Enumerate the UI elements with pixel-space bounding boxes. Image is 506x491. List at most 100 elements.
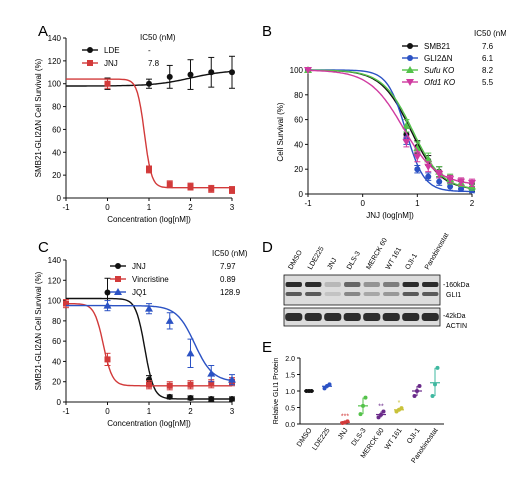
y-tick-label: 80 — [52, 317, 61, 326]
y-axis-title: Cell Survival (%) — [276, 102, 285, 161]
x-tick-label: 0 — [360, 199, 365, 208]
data-point — [415, 389, 419, 393]
y-tick-label: 20 — [52, 378, 61, 387]
blot-band-actin — [285, 313, 303, 321]
data-point — [229, 187, 235, 193]
data-point — [446, 176, 455, 184]
blot-lane-label: OJI-1 — [404, 253, 419, 271]
x-tick-label: 0 — [105, 407, 110, 416]
blot-band-gli1-lower — [402, 292, 419, 296]
data-point — [103, 301, 112, 309]
fit-curve — [66, 302, 232, 387]
x-tick-label: LDE225 — [311, 427, 331, 452]
legend-label: JNJ — [104, 59, 118, 68]
x-tick-label: DMSO — [296, 427, 314, 449]
blot-band-actin — [421, 313, 439, 321]
x-tick-label: JNJ — [337, 427, 350, 441]
legend-ic50: 128.9 — [220, 288, 241, 297]
y-axis-title: Relative GLI1 Protein — [273, 358, 280, 425]
data-point — [468, 179, 476, 187]
x-axis-title: Concentration (log[nM]) — [107, 215, 191, 224]
y-tick-label: 0 — [299, 190, 304, 199]
legend-marker — [407, 43, 413, 49]
y-tick-label: 140 — [48, 34, 62, 43]
x-tick-label: -1 — [62, 407, 70, 416]
y-tick-label: 80 — [52, 103, 61, 112]
y-tick-label: 2.0 — [285, 356, 295, 363]
data-point — [165, 316, 174, 324]
blot-band-gli1 — [305, 282, 322, 287]
significance-mark: ** — [378, 403, 384, 410]
x-tick-label: -1 — [62, 203, 70, 212]
data-point — [166, 382, 173, 389]
data-point — [145, 304, 153, 312]
data-point — [399, 406, 404, 411]
data-point — [207, 369, 216, 377]
x-tick-label: 1 — [147, 203, 152, 212]
y-tick-label: 0 — [57, 398, 62, 407]
blot-band-gli1-lower — [344, 292, 361, 296]
legend-ic50: 8.2 — [482, 66, 494, 75]
legend-marker — [115, 276, 121, 282]
legend-header: IC50 (nM) — [140, 33, 176, 42]
data-point — [187, 394, 194, 401]
data-point — [63, 300, 69, 307]
x-tick-label: 3 — [230, 407, 235, 416]
data-point — [425, 173, 432, 180]
blot-band-actin — [363, 313, 381, 321]
x-axis-title: JNJ (log[nM]) — [366, 211, 414, 220]
data-point — [361, 403, 365, 408]
data-point — [413, 153, 422, 161]
y-tick-label: 120 — [48, 57, 62, 66]
legend-ic50: 7.8 — [148, 59, 160, 68]
x-tick-label: 1 — [415, 199, 420, 208]
data-point — [412, 393, 417, 398]
x-axis-title: Concentration (log[nM]) — [107, 419, 191, 428]
legend-marker — [87, 47, 93, 53]
significance-mark: * — [398, 400, 401, 407]
data-point — [166, 73, 173, 80]
blot-band-actin — [324, 313, 342, 321]
data-point — [104, 356, 111, 363]
legend-label: LDE — [104, 46, 120, 55]
blot-lane-label: Panobinostat — [424, 232, 451, 271]
blot-band-gli1-lower — [363, 292, 380, 296]
data-point — [146, 166, 152, 173]
data-point — [104, 289, 111, 296]
x-tick-label: -1 — [304, 199, 312, 208]
legend-ic50: 7.6 — [482, 42, 494, 51]
blot-lane-label: WT 161 — [385, 246, 403, 271]
legend-ic50: 0.89 — [220, 275, 236, 284]
blot-gli1-membrane — [283, 274, 441, 306]
y-tick-label: 1.5 — [285, 373, 295, 380]
blot-band-gli1 — [383, 282, 400, 287]
panel-label-c: C — [38, 239, 49, 256]
legend-marker — [87, 60, 93, 66]
data-point — [187, 381, 194, 388]
y-axis-title: SMB21-GLI2ΔN Cell Survival (%) — [34, 271, 43, 390]
data-point — [436, 178, 443, 185]
y-tick-label: 20 — [52, 171, 61, 180]
data-point — [376, 415, 381, 420]
blot-lane-label: DMSO — [287, 249, 304, 271]
legend-header: IC50 (nM) — [474, 29, 506, 38]
y-tick-label: 60 — [52, 125, 61, 134]
blot-actin-membrane — [283, 307, 441, 327]
legend-marker — [407, 55, 413, 61]
legend-label: Sufu KO — [424, 66, 454, 75]
data-point — [229, 69, 235, 76]
data-point — [458, 186, 465, 193]
data-point — [430, 393, 435, 398]
legend-header: IC50 (nM) — [212, 249, 248, 258]
significance-mark: *** — [341, 413, 349, 420]
blot-band-gli1 — [402, 282, 419, 287]
blot-lane-label: JNJ — [326, 257, 338, 271]
fit-curve — [307, 69, 473, 185]
data-point — [424, 163, 433, 171]
data-point — [345, 419, 350, 424]
x-tick-label: 2 — [188, 407, 193, 416]
data-point — [146, 80, 152, 87]
